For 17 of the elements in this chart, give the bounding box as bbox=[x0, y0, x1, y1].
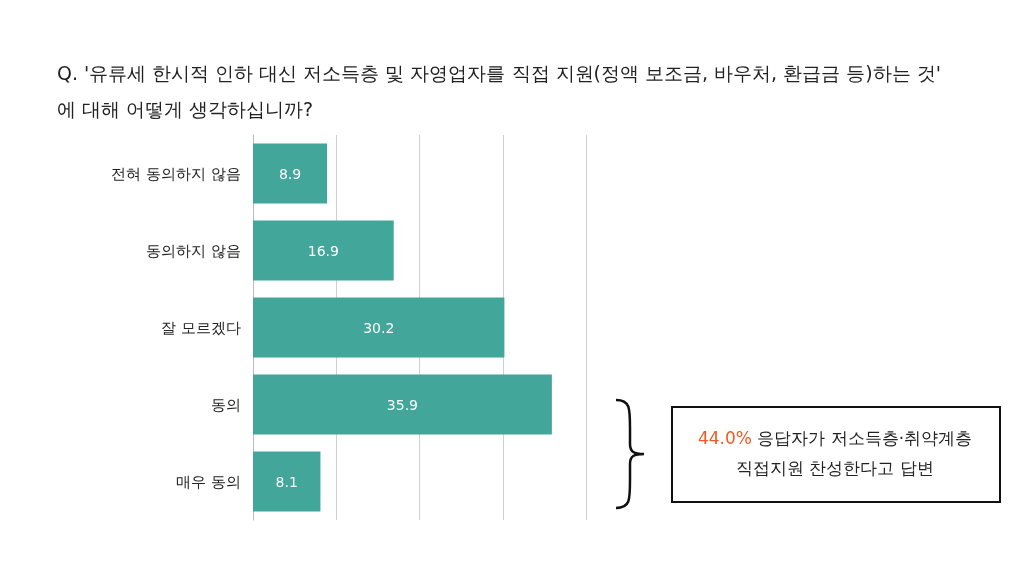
data-label: 8.9 bbox=[278, 165, 302, 182]
text: 44.0% 응답자가 저소득층·취약계층 직접지원 찬성한다고 답변 bbox=[697, 428, 973, 478]
data-label: 8.1 bbox=[275, 473, 298, 490]
bar bbox=[253, 451, 321, 512]
data-label: 35.9 bbox=[386, 396, 419, 413]
bar bbox=[253, 220, 394, 281]
bar bbox=[253, 297, 505, 358]
y-tick-label: 동의 bbox=[211, 395, 241, 414]
y-tick-label: 매우 동의 bbox=[176, 472, 241, 491]
y-tick-label: 동의하지 않음 bbox=[146, 241, 241, 260]
data-label: 16.9 bbox=[307, 242, 339, 259]
y-tick-label: 전혀 동의하지 않음 bbox=[111, 164, 241, 183]
y-tick-label: 잘 모르겠다 bbox=[161, 318, 241, 337]
bar bbox=[253, 143, 328, 204]
data-label: 30.2 bbox=[363, 319, 395, 336]
chart-title: Q. '유류세 한시적 인하 대신 저소득층 및 자영업자를 직접 지원(정액 보조금, 바우처, 환급금 등)하는 것'에 대해 어떻게 생각하십니까? bbox=[57, 62, 941, 120]
bar bbox=[253, 374, 552, 435]
